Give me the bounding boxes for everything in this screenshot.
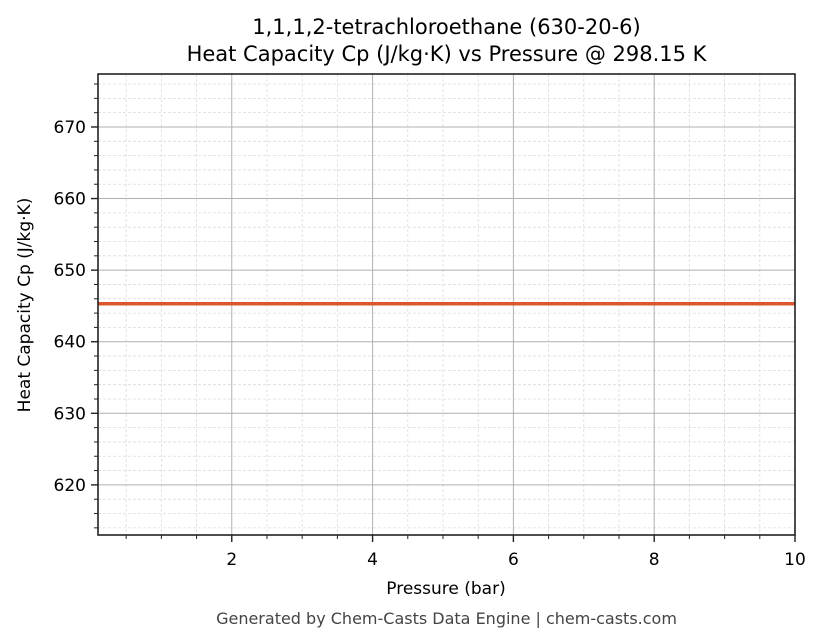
y-tick-label: 650: [54, 261, 86, 281]
x-tick-label: 4: [367, 550, 378, 570]
y-tick-label: 640: [54, 333, 86, 353]
y-tick-labels: 620 630 640 650 660 670: [54, 118, 86, 496]
x-tick-label: 10: [784, 550, 806, 570]
x-tick-labels: 2 4 6 8 10: [226, 550, 805, 570]
x-tick-label: 6: [508, 550, 519, 570]
chart-title-line1: 1,1,1,2-tetrachloroethane (630-20-6): [252, 15, 641, 39]
y-tick-label: 660: [54, 190, 86, 210]
x-axis-label: Pressure (bar): [386, 579, 505, 599]
y-tick-label: 620: [54, 476, 86, 496]
y-tick-label: 670: [54, 118, 86, 138]
footer-credit: Generated by Chem-Casts Data Engine | ch…: [216, 609, 677, 628]
y-axis-label: Heat Capacity Cp (J/kg·K): [15, 198, 35, 413]
axis-ticks: [91, 83, 796, 542]
y-tick-label: 630: [54, 404, 86, 424]
chart-title-line2: Heat Capacity Cp (J/kg·K) vs Pressure @ …: [186, 42, 707, 66]
plot-frame: [97, 73, 796, 536]
x-tick-label: 8: [649, 550, 660, 570]
x-tick-label: 2: [226, 550, 237, 570]
